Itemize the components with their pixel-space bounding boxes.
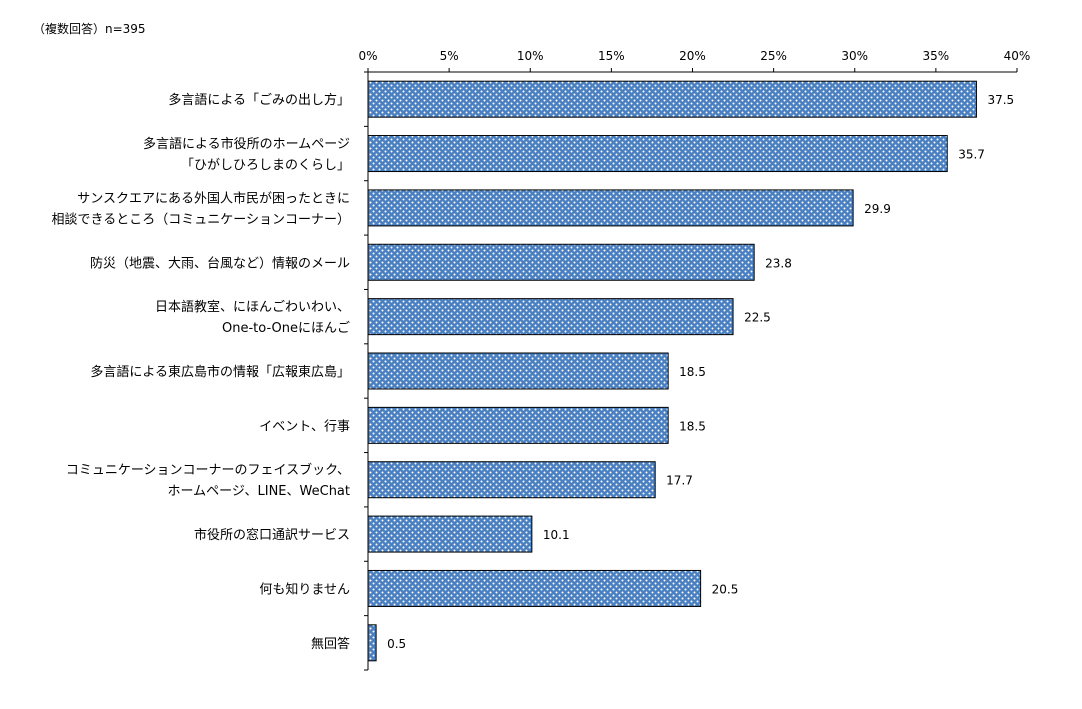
value-label: 17.7 bbox=[666, 474, 693, 488]
category-label: 市役所の窓口通訳サービス bbox=[194, 527, 350, 543]
x-tick-label: 40% bbox=[1004, 49, 1031, 63]
value-label: 10.1 bbox=[543, 528, 570, 542]
x-tick-label: 35% bbox=[923, 49, 950, 63]
bar bbox=[367, 406, 669, 444]
category-label: 何も知りません bbox=[259, 581, 350, 597]
bar bbox=[367, 569, 702, 607]
category-label: 防災（地震、大雨、台風など）情報のメール bbox=[90, 255, 350, 271]
x-tick-label: 20% bbox=[679, 49, 706, 63]
x-tick-label: 25% bbox=[760, 49, 787, 63]
category-label: 「ひがしひろしまのくらし」 bbox=[181, 158, 350, 173]
bar bbox=[367, 298, 734, 336]
x-tick-label: 5% bbox=[440, 49, 459, 63]
category-label: コミュニケーションコーナーのフェイスブック、 bbox=[66, 462, 350, 478]
category-label: 相談できるところ（コミュニケーションコーナー） bbox=[52, 211, 350, 227]
x-tick-label: 15% bbox=[598, 49, 625, 63]
sample-size-note: （複数回答）n=395 bbox=[33, 22, 146, 36]
value-label: 22.5 bbox=[744, 311, 771, 325]
category-label: One-to-Oneにほんご bbox=[222, 320, 350, 336]
bar bbox=[367, 461, 656, 499]
category-label: イベント、行事 bbox=[259, 419, 350, 434]
bar bbox=[367, 80, 977, 118]
x-tick-label: 30% bbox=[841, 49, 868, 63]
value-label: 35.7 bbox=[958, 148, 985, 162]
value-label: 18.5 bbox=[679, 365, 706, 379]
bar bbox=[367, 243, 755, 281]
value-label: 23.8 bbox=[765, 256, 792, 270]
bar bbox=[367, 515, 533, 553]
category-label: 多言語による東広島市の情報「広報東広島」 bbox=[90, 364, 350, 380]
x-tick-label: 10% bbox=[517, 49, 544, 63]
bar bbox=[367, 352, 669, 390]
value-label: 0.5 bbox=[387, 637, 406, 651]
bar bbox=[367, 135, 948, 173]
value-label: 18.5 bbox=[679, 419, 706, 433]
category-label: ホームページ、LINE、WeChat bbox=[168, 484, 350, 499]
plot-area: 0% 5% 10% 15% 20% 25% 30% 35% 40% 37.5 多言語による「ごみの出… bbox=[52, 49, 1031, 671]
bar bbox=[367, 189, 854, 227]
value-label: 29.9 bbox=[864, 202, 891, 216]
category-label: 多言語による「ごみの出し方」 bbox=[168, 92, 350, 108]
bar bbox=[367, 624, 377, 662]
x-tick-label: 0% bbox=[358, 49, 377, 63]
category-label: 多言語による市役所のホームページ bbox=[143, 136, 350, 152]
value-label: 20.5 bbox=[712, 582, 739, 596]
category-label: 日本語教室、にほんごわいわい、 bbox=[155, 299, 350, 315]
value-label: 37.5 bbox=[987, 93, 1014, 107]
category-label: サンスクエアにある外国人市民が困ったときに bbox=[77, 190, 350, 206]
category-label: 無回答 bbox=[311, 636, 350, 652]
